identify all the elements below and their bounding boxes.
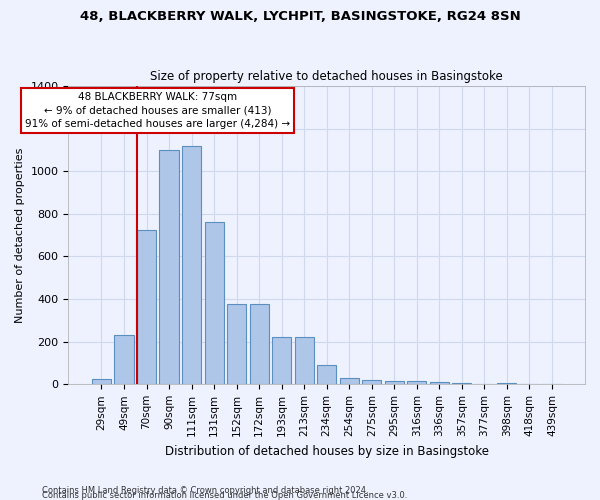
Text: 48 BLACKBERRY WALK: 77sqm
← 9% of detached houses are smaller (413)
91% of semi-: 48 BLACKBERRY WALK: 77sqm ← 9% of detach… (25, 92, 290, 129)
Bar (317, 365, 336, 384)
Bar (430, 382, 449, 384)
Text: Contains public sector information licensed under the Open Government Licence v3: Contains public sector information licen… (42, 491, 407, 500)
Bar (137, 230, 156, 384)
Bar (160, 150, 179, 384)
Bar (385, 381, 404, 384)
Bar (340, 378, 359, 384)
Bar (182, 146, 201, 384)
Bar (92, 379, 111, 384)
Bar (295, 338, 314, 384)
Title: Size of property relative to detached houses in Basingstoke: Size of property relative to detached ho… (151, 70, 503, 84)
Y-axis label: Number of detached properties: Number of detached properties (15, 148, 25, 323)
Bar (205, 222, 224, 384)
Bar (115, 336, 134, 384)
Bar (250, 304, 269, 384)
X-axis label: Distribution of detached houses by size in Basingstoke: Distribution of detached houses by size … (165, 444, 489, 458)
Text: Contains HM Land Registry data © Crown copyright and database right 2024.: Contains HM Land Registry data © Crown c… (42, 486, 368, 495)
Bar (227, 304, 246, 384)
Bar (407, 381, 427, 384)
Bar (362, 380, 382, 384)
Text: 48, BLACKBERRY WALK, LYCHPIT, BASINGSTOKE, RG24 8SN: 48, BLACKBERRY WALK, LYCHPIT, BASINGSTOK… (80, 10, 520, 23)
Bar (272, 338, 291, 384)
